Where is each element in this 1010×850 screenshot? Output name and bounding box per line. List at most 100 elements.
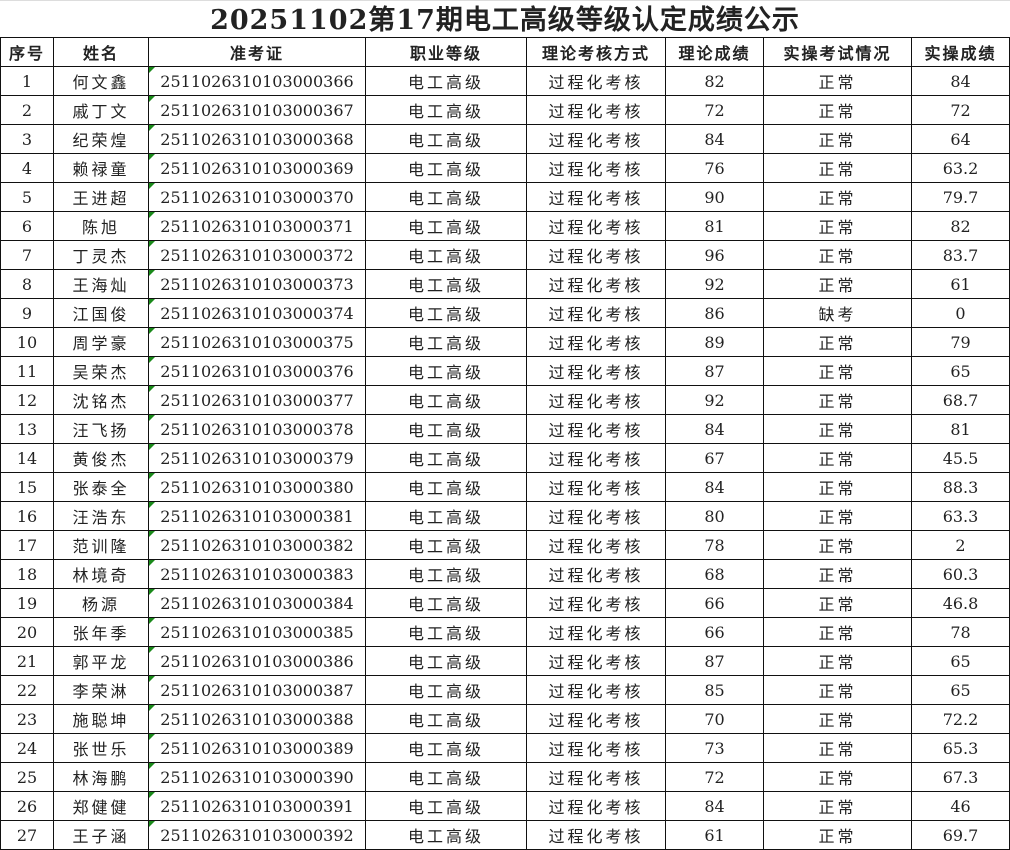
cell-theory-score[interactable]: 72 xyxy=(665,95,764,125)
cell-practical-score[interactable]: 60.3 xyxy=(911,559,1010,589)
cell-practical-score[interactable]: 45.5 xyxy=(911,443,1010,473)
cell-level[interactable]: 电工高级 xyxy=(365,762,527,792)
cell-level[interactable]: 电工高级 xyxy=(365,153,527,183)
cell-level[interactable]: 电工高级 xyxy=(365,791,527,821)
cell-theory-score[interactable]: 85 xyxy=(665,675,764,705)
cell-name[interactable]: 何文鑫 xyxy=(53,66,149,96)
cell-exam-id[interactable]: 2511026310103000381 xyxy=(148,501,366,531)
cell-practical-status[interactable]: 正常 xyxy=(763,95,912,125)
cell-theory-score[interactable]: 66 xyxy=(665,588,764,618)
cell-theory-method[interactable]: 过程化考核 xyxy=(526,124,666,154)
cell-exam-id[interactable]: 2511026310103000386 xyxy=(148,646,366,676)
cell-practical-score[interactable]: 83.7 xyxy=(911,240,1010,270)
cell-level[interactable]: 电工高级 xyxy=(365,588,527,618)
cell-name[interactable]: 赖禄童 xyxy=(53,153,149,183)
cell-exam-id[interactable]: 2511026310103000390 xyxy=(148,762,366,792)
cell-level[interactable]: 电工高级 xyxy=(365,559,527,589)
cell-practical-score[interactable]: 81 xyxy=(911,414,1010,444)
cell-practical-status[interactable]: 正常 xyxy=(763,269,912,299)
cell-index[interactable]: 20 xyxy=(0,617,54,647)
cell-exam-id[interactable]: 2511026310103000368 xyxy=(148,124,366,154)
cell-practical-score[interactable]: 84 xyxy=(911,66,1010,96)
cell-level[interactable]: 电工高级 xyxy=(365,675,527,705)
cell-index[interactable]: 6 xyxy=(0,211,54,241)
cell-theory-score[interactable]: 73 xyxy=(665,733,764,763)
cell-theory-method[interactable]: 过程化考核 xyxy=(526,617,666,647)
cell-exam-id[interactable]: 2511026310103000392 xyxy=(148,820,366,850)
cell-level[interactable]: 电工高级 xyxy=(365,356,527,386)
cell-level[interactable]: 电工高级 xyxy=(365,327,527,357)
cell-practical-status[interactable]: 正常 xyxy=(763,66,912,96)
cell-theory-method[interactable]: 过程化考核 xyxy=(526,356,666,386)
cell-exam-id[interactable]: 2511026310103000376 xyxy=(148,356,366,386)
cell-exam-id[interactable]: 2511026310103000387 xyxy=(148,675,366,705)
cell-theory-score[interactable]: 82 xyxy=(665,66,764,96)
cell-exam-id[interactable]: 2511026310103000366 xyxy=(148,66,366,96)
cell-name[interactable]: 杨源 xyxy=(53,588,149,618)
header-index[interactable]: 序号 xyxy=(0,37,54,67)
cell-practical-status[interactable]: 正常 xyxy=(763,762,912,792)
cell-theory-score[interactable]: 92 xyxy=(665,269,764,299)
cell-practical-status[interactable]: 正常 xyxy=(763,240,912,270)
cell-name[interactable]: 江国俊 xyxy=(53,298,149,328)
cell-practical-score[interactable]: 72.2 xyxy=(911,704,1010,734)
cell-practical-status[interactable]: 正常 xyxy=(763,675,912,705)
cell-exam-id[interactable]: 2511026310103000367 xyxy=(148,95,366,125)
cell-index[interactable]: 14 xyxy=(0,443,54,473)
cell-name[interactable]: 纪荣煌 xyxy=(53,124,149,154)
cell-practical-status[interactable]: 正常 xyxy=(763,820,912,850)
cell-level[interactable]: 电工高级 xyxy=(365,501,527,531)
cell-theory-method[interactable]: 过程化考核 xyxy=(526,791,666,821)
cell-practical-status[interactable]: 正常 xyxy=(763,356,912,386)
header-level[interactable]: 职业等级 xyxy=(365,37,527,67)
cell-theory-method[interactable]: 过程化考核 xyxy=(526,646,666,676)
cell-exam-id[interactable]: 2511026310103000378 xyxy=(148,414,366,444)
cell-theory-method[interactable]: 过程化考核 xyxy=(526,559,666,589)
cell-practical-score[interactable]: 65 xyxy=(911,646,1010,676)
cell-index[interactable]: 19 xyxy=(0,588,54,618)
cell-index[interactable]: 1 xyxy=(0,66,54,96)
cell-practical-status[interactable]: 正常 xyxy=(763,182,912,212)
cell-level[interactable]: 电工高级 xyxy=(365,443,527,473)
cell-name[interactable]: 王子涵 xyxy=(53,820,149,850)
cell-theory-score[interactable]: 70 xyxy=(665,704,764,734)
cell-practical-status[interactable]: 正常 xyxy=(763,443,912,473)
header-name[interactable]: 姓名 xyxy=(53,37,149,67)
cell-theory-score[interactable]: 90 xyxy=(665,182,764,212)
cell-name[interactable]: 沈铭杰 xyxy=(53,385,149,415)
cell-theory-score[interactable]: 81 xyxy=(665,211,764,241)
cell-name[interactable]: 周学豪 xyxy=(53,327,149,357)
cell-theory-score[interactable]: 61 xyxy=(665,820,764,850)
cell-exam-id[interactable]: 2511026310103000374 xyxy=(148,298,366,328)
cell-theory-method[interactable]: 过程化考核 xyxy=(526,588,666,618)
cell-theory-score[interactable]: 86 xyxy=(665,298,764,328)
cell-practical-score[interactable]: 46.8 xyxy=(911,588,1010,618)
cell-practical-status[interactable]: 正常 xyxy=(763,704,912,734)
cell-practical-score[interactable]: 64 xyxy=(911,124,1010,154)
cell-name[interactable]: 李荣淋 xyxy=(53,675,149,705)
cell-index[interactable]: 7 xyxy=(0,240,54,270)
cell-practical-status[interactable]: 正常 xyxy=(763,414,912,444)
cell-theory-method[interactable]: 过程化考核 xyxy=(526,211,666,241)
cell-level[interactable]: 电工高级 xyxy=(365,414,527,444)
cell-index[interactable]: 3 xyxy=(0,124,54,154)
cell-practical-status[interactable]: 正常 xyxy=(763,501,912,531)
cell-level[interactable]: 电工高级 xyxy=(365,124,527,154)
cell-level[interactable]: 电工高级 xyxy=(365,182,527,212)
cell-index[interactable]: 17 xyxy=(0,530,54,560)
cell-theory-method[interactable]: 过程化考核 xyxy=(526,414,666,444)
cell-exam-id[interactable]: 2511026310103000371 xyxy=(148,211,366,241)
cell-theory-score[interactable]: 87 xyxy=(665,356,764,386)
cell-theory-score[interactable]: 76 xyxy=(665,153,764,183)
cell-level[interactable]: 电工高级 xyxy=(365,617,527,647)
cell-practical-status[interactable]: 正常 xyxy=(763,530,912,560)
cell-exam-id[interactable]: 2511026310103000388 xyxy=(148,704,366,734)
cell-practical-status[interactable]: 正常 xyxy=(763,646,912,676)
cell-level[interactable]: 电工高级 xyxy=(365,385,527,415)
cell-name[interactable]: 张年季 xyxy=(53,617,149,647)
cell-practical-status[interactable]: 缺考 xyxy=(763,298,912,328)
cell-name[interactable]: 戚丁文 xyxy=(53,95,149,125)
cell-name[interactable]: 丁灵杰 xyxy=(53,240,149,270)
cell-name[interactable]: 王进超 xyxy=(53,182,149,212)
cell-theory-method[interactable]: 过程化考核 xyxy=(526,95,666,125)
